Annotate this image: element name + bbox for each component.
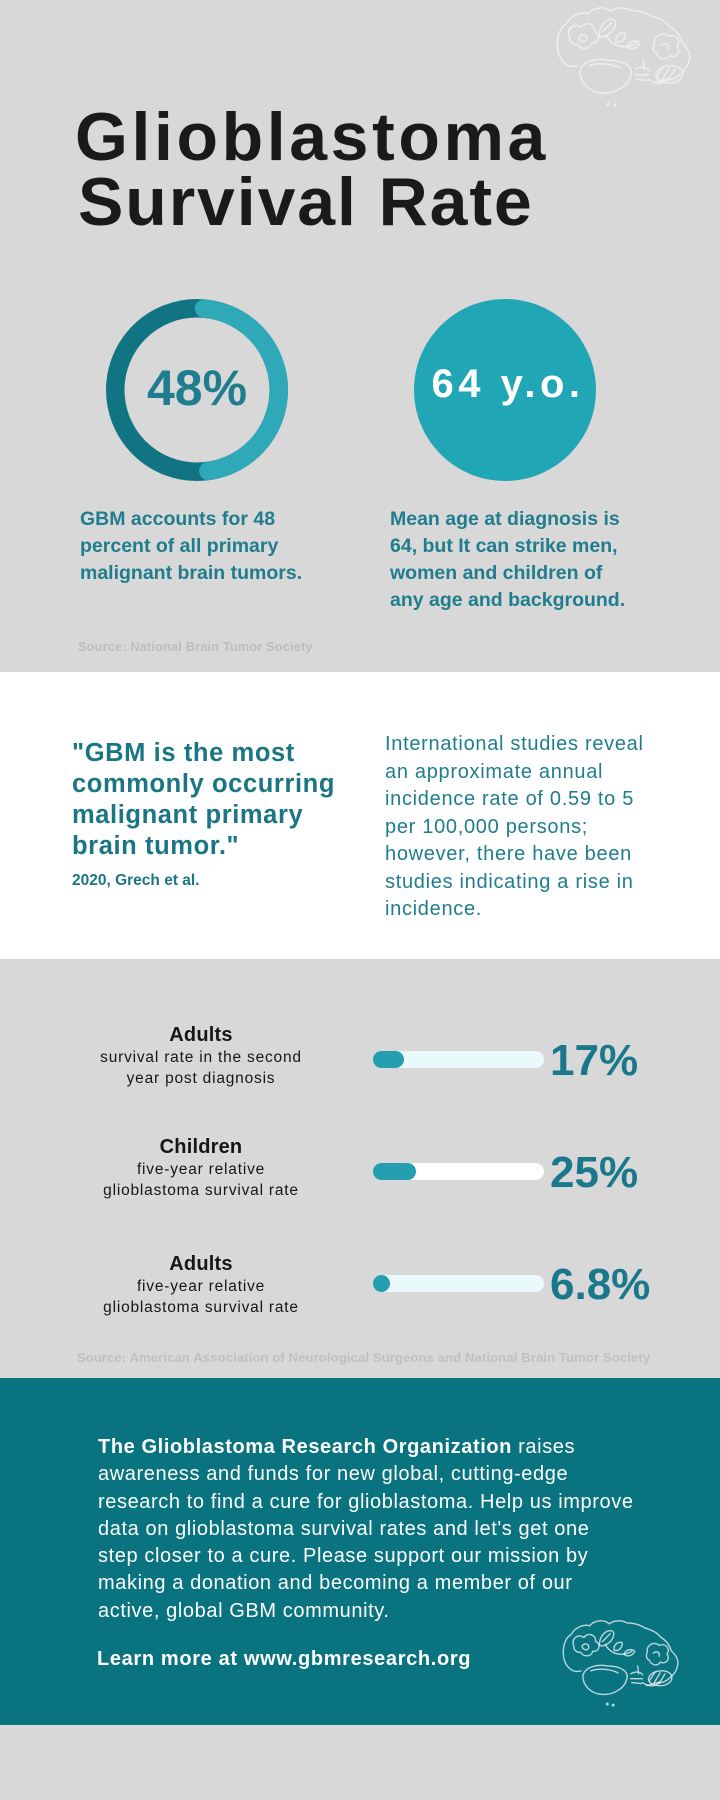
svg-text:48%: 48% bbox=[147, 360, 247, 416]
